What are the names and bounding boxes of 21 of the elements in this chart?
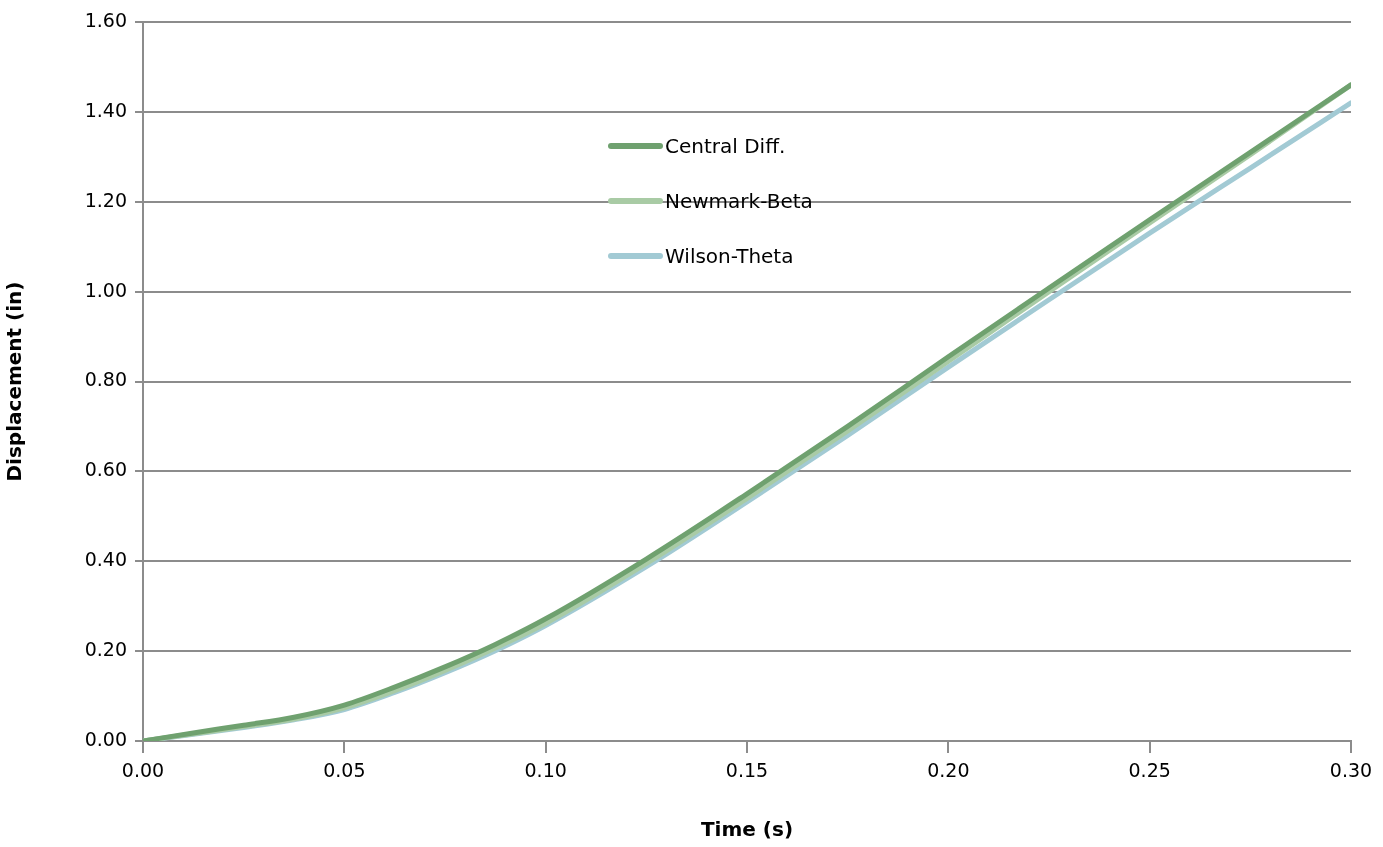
- y-axis-title: Displacement (in): [2, 281, 27, 482]
- x-tick-label: 0.25: [1128, 759, 1171, 782]
- y-tick-label: 1.60: [84, 8, 127, 31]
- y-tick-label: 0.80: [84, 368, 127, 391]
- x-tick-label: 0.15: [725, 759, 769, 782]
- x-tick-label: 0.20: [927, 759, 970, 782]
- legend-label: Newmark-Beta: [665, 188, 813, 213]
- x-tick-label: 0.05: [323, 759, 366, 782]
- y-tick-label: 0.60: [84, 458, 127, 481]
- x-axis-title: Time (s): [700, 817, 794, 842]
- y-tick-label: 1.40: [84, 98, 127, 121]
- y-tick-label: 1.00: [84, 278, 127, 301]
- x-tick-label: 0.30: [1329, 759, 1373, 782]
- x-tick-label: 0.00: [121, 759, 165, 782]
- y-tick-label: 0.40: [84, 548, 127, 571]
- y-tick-label: 0.20: [84, 638, 127, 661]
- legend-label: Central Diff.: [665, 133, 786, 158]
- y-tick-label: 0.00: [84, 727, 127, 750]
- x-tick-label: 0.10: [524, 759, 567, 782]
- y-tick-label: 1.20: [84, 188, 127, 211]
- legend-label: Wilson-Theta: [665, 243, 794, 268]
